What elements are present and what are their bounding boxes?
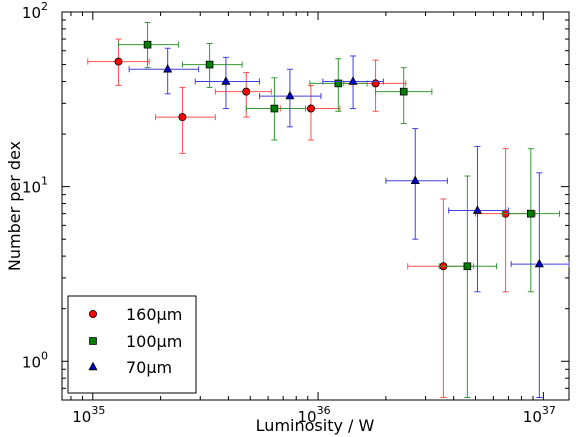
marker-100um (527, 209, 535, 218)
legend-marker-100um (89, 337, 97, 345)
point-70um-7 (510, 172, 570, 399)
point-100um-7 (502, 148, 561, 293)
marker-70um (410, 175, 420, 184)
marker-100um (270, 104, 279, 113)
point-100um-1 (117, 22, 179, 69)
marker-100um (143, 40, 152, 49)
x-axis-label: Luminosity / W (256, 416, 375, 435)
y-tick-label: 102 (22, 0, 48, 22)
x-tick-exponent: 37 (542, 404, 556, 417)
y-tick-exponent: 2 (41, 0, 48, 13)
y-tick-exponent: 1 (41, 175, 48, 188)
marker-160um (114, 57, 123, 66)
marker-70um (285, 90, 295, 100)
point-100um-5 (375, 67, 433, 124)
marker-70um (221, 76, 231, 85)
legend-marker-70um (88, 361, 98, 371)
marker-160um (178, 113, 187, 122)
point-160um-2 (155, 86, 216, 154)
point-70um-1 (128, 47, 200, 95)
point-70um-3 (259, 68, 322, 128)
legend-label-100um: 100µm (126, 332, 182, 351)
marker-160um (242, 87, 251, 96)
legend: 160µm 100µm 70µm (67, 295, 197, 394)
marker-100um (463, 262, 472, 271)
point-70um-5 (385, 128, 448, 240)
point-160um-3 (214, 72, 272, 118)
marker-70um (534, 258, 544, 268)
y-tick-label: 100 (22, 349, 48, 371)
legend-marker-160um (89, 309, 98, 318)
marker-70um (163, 64, 173, 73)
marker-100um (399, 87, 408, 96)
legend-label-160um: 160µm (126, 305, 182, 324)
y-tick-label: 101 (22, 175, 48, 197)
point-100um-2 (181, 43, 243, 88)
marker-70um (348, 76, 358, 85)
marker-100um (334, 79, 343, 88)
x-tick-label: 1035 (72, 404, 105, 426)
y-tick-exponent: 0 (41, 349, 48, 362)
point-70um-4 (322, 55, 384, 110)
x-tick-label: 1037 (523, 404, 556, 426)
marker-100um (205, 60, 214, 69)
point-70um-2 (194, 56, 261, 110)
marker-70um (472, 205, 483, 214)
point-100um-3 (245, 77, 307, 141)
legend-box (67, 295, 197, 394)
point-70um-6 (448, 145, 509, 293)
x-tick-exponent: 36 (317, 404, 331, 417)
x-tick-exponent: 35 (91, 404, 105, 417)
y-axis-label: Number per dex (5, 141, 24, 271)
point-100um-6 (438, 175, 498, 399)
marker-160um (371, 79, 380, 88)
marker-160um (306, 104, 315, 113)
legend-label-70um: 70µm (126, 358, 172, 377)
